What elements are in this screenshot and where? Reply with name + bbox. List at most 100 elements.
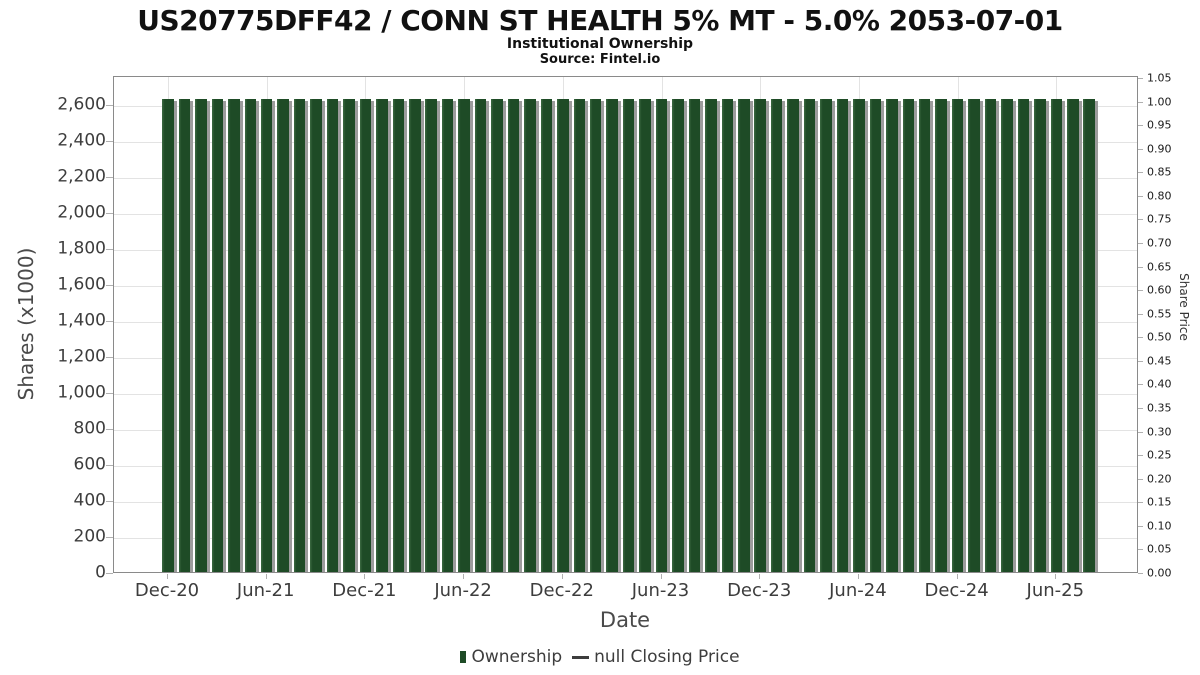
x-axis-tickmark	[956, 574, 958, 579]
y-axis-tickmark-left	[106, 356, 113, 358]
ownership-bar	[984, 99, 997, 572]
y-axis-tick-label-right: 1.05	[1147, 71, 1172, 85]
y-axis-tick-label-left: 1,000	[57, 382, 106, 403]
x-axis-tickmark	[759, 574, 761, 579]
ownership-bar	[721, 99, 734, 572]
x-axis-tickmark	[167, 574, 168, 579]
y-axis-tickmark-right	[1138, 478, 1143, 480]
y-axis-tickmark-right	[1138, 549, 1143, 551]
plot-area	[113, 76, 1138, 573]
ownership-bar	[853, 99, 865, 572]
ownership-bar	[293, 99, 306, 572]
y-axis-tick-label-right: 0.05	[1147, 542, 1172, 556]
y-axis-tickmark-right	[1138, 172, 1143, 174]
y-axis-tickmark-left	[106, 248, 113, 250]
x-axis-tick-label: Dec-20	[134, 580, 200, 601]
ownership-bar	[639, 99, 651, 572]
ownership-bar	[1083, 99, 1095, 572]
y-axis-tick-label-left: 400	[73, 490, 106, 511]
y-axis-tick-label-right: 0.60	[1147, 283, 1172, 297]
y-axis-tickmark-right	[1138, 313, 1143, 315]
y-axis-tick-label-right: 0.80	[1147, 189, 1172, 203]
y-axis-tickmark-right	[1138, 502, 1143, 504]
x-axis-tick-label: Dec-21	[332, 580, 397, 601]
ownership-bar	[409, 99, 421, 572]
ownership-bar	[507, 99, 520, 572]
ownership-bar	[524, 99, 536, 572]
y-axis-tickmark-left	[106, 536, 113, 538]
chart-source: Source: Fintel.io	[539, 52, 661, 67]
legend-ownership-label: Ownership	[471, 647, 563, 667]
ownership-bar	[787, 99, 799, 572]
x-axis-tickmark	[265, 574, 267, 579]
ownership-bar	[886, 99, 898, 572]
y-axis-tickmark-right	[1138, 101, 1143, 103]
y-axis-tickmark-left	[106, 320, 113, 322]
ownership-bar	[260, 99, 273, 572]
x-axis-tickmark	[561, 574, 563, 579]
y-axis-tickmark-left	[106, 284, 113, 286]
y-axis-tickmark-right	[1138, 148, 1143, 150]
y-axis-tick-label-left: 1,800	[57, 238, 106, 259]
ownership-bar	[392, 99, 405, 572]
y-axis-tickmark-right	[1138, 455, 1143, 457]
x-axis-tick-label: Jun-23	[631, 580, 690, 601]
ownership-bar	[441, 99, 454, 572]
y-axis-tick-label-left: 2,000	[57, 202, 106, 223]
y-axis-tickmark-right	[1138, 337, 1143, 339]
y-axis-tick-label-right: 0.95	[1147, 118, 1172, 132]
ownership-bar	[622, 99, 635, 572]
x-axis-tick-label: Jun-25	[1026, 580, 1085, 601]
y-axis-tick-label-right: 0.70	[1147, 236, 1172, 250]
ownership-bar	[1001, 99, 1013, 572]
x-axis-tickmark	[660, 574, 662, 579]
y-axis-tick-label-right: 0.50	[1147, 330, 1172, 344]
y-axis-tick-label-right: 0.25	[1147, 448, 1172, 462]
y-axis-tick-label-left: 1,600	[57, 274, 106, 295]
chart-title: US20775DFF42 / CONN ST HEALTH 5% MT - 5.…	[137, 4, 1063, 37]
chart-subtitle: Institutional Ownership	[506, 36, 694, 52]
ownership-bar-swatch-icon	[460, 651, 467, 663]
y-axis-tickmark-right	[1138, 290, 1143, 292]
y-axis-tick-label-left: 2,400	[57, 130, 106, 151]
ownership-bar	[425, 99, 437, 572]
y-axis-tick-label-right: 0.20	[1147, 472, 1172, 486]
ownership-bar	[195, 99, 207, 572]
y-axis-tick-label-right: 0.55	[1147, 307, 1172, 321]
x-axis-tick-label: Dec-22	[529, 580, 594, 601]
x-axis-tick-label: Dec-24	[924, 580, 989, 601]
x-axis-label: Date	[599, 608, 651, 632]
y-axis-tickmark-right	[1138, 525, 1143, 527]
ownership-bar	[376, 99, 388, 572]
y-axis-tick-label-right: 0.30	[1147, 425, 1172, 439]
ownership-bar	[1017, 99, 1030, 572]
y-axis-tickmark-right	[1138, 219, 1143, 221]
y-axis-tickmark-left	[106, 176, 113, 178]
y-axis-tick-label-left: 1,200	[57, 346, 106, 367]
ownership-bar	[359, 99, 372, 572]
ownership-bar	[655, 99, 668, 572]
ownership-bar	[343, 99, 355, 572]
x-axis-tickmark	[364, 574, 366, 579]
y-axis-tick-label-left: 0	[95, 562, 106, 583]
y-axis-tickmark-right	[1138, 243, 1143, 244]
ownership-bar	[474, 99, 487, 572]
ownership-bar	[672, 99, 684, 572]
ownership-bar	[688, 99, 701, 572]
ownership-bar	[310, 99, 322, 572]
y-axis-tick-label-right: 0.90	[1147, 142, 1172, 156]
y-axis-tick-label-right: 0.00	[1147, 566, 1172, 580]
y-axis-tickmark-left	[106, 500, 113, 502]
y-axis-tickmark-right	[1138, 125, 1143, 127]
ownership-bar	[491, 99, 503, 572]
y-axis-tick-label-right: 0.10	[1147, 519, 1172, 533]
ownership-bar	[754, 99, 766, 572]
ownership-bar	[540, 99, 553, 572]
ownership-bar	[820, 99, 832, 572]
x-axis-tickmark	[463, 574, 465, 579]
x-axis-tickmark	[1055, 574, 1057, 579]
legend: Ownership null Closing Price	[0, 647, 1200, 667]
ownership-bar	[557, 99, 569, 572]
y-axis-tick-label-right: 0.65	[1147, 260, 1172, 274]
ownership-bar	[951, 99, 964, 572]
